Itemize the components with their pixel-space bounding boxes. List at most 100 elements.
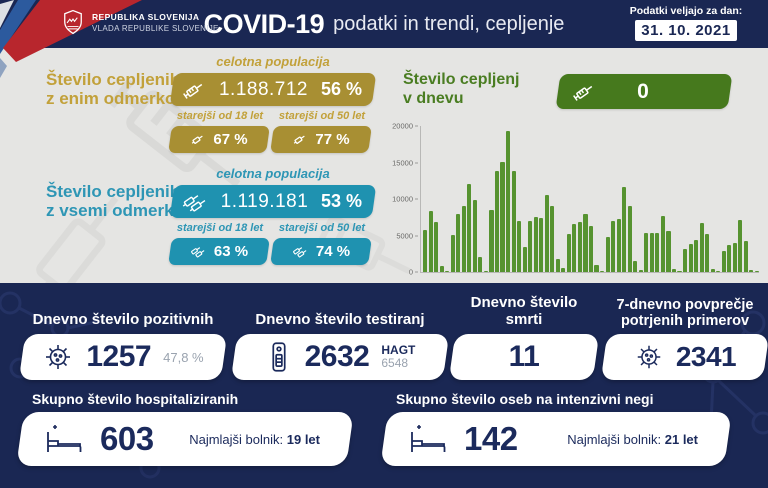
- all-doses-age18-percent: 63 %: [213, 243, 249, 260]
- one-dose-age18-badge: 67 %: [168, 126, 270, 153]
- hospital-bed-icon: [44, 422, 84, 456]
- all-doses-label-line2: z vsemi odmerki: [46, 201, 179, 221]
- chart-bar: [699, 223, 704, 272]
- chart-bar: [671, 269, 677, 272]
- chart-bar: [423, 229, 428, 272]
- one-dose-label-line1: Število cepljenih: [46, 70, 181, 89]
- chart-bar: [583, 213, 588, 272]
- chart-bar: [539, 217, 544, 272]
- daily-vaccinations-label: Število cepljenj v dnevu: [403, 70, 519, 108]
- virus-icon: [42, 341, 74, 373]
- antigen-test-icon: [265, 341, 293, 373]
- icu-card: Skupno število oseb na intenzivni negi 1…: [380, 391, 732, 466]
- logo-line2: VLADA REPUBLIKE SLOVENIJE: [92, 23, 219, 33]
- stat-title: Dnevno število testiranj: [255, 311, 425, 329]
- chart-bar: [710, 269, 715, 272]
- daily-vaccinations-badge: 0: [555, 74, 733, 109]
- one-dose-population-label: celotna populacija: [216, 54, 330, 69]
- chart-bar: [561, 267, 566, 272]
- chart-bar: [555, 258, 560, 272]
- note-label: Najmlajši bolnik:: [189, 431, 284, 447]
- hospitalized-title: Skupno število hospitaliziranih: [32, 391, 239, 407]
- all-doses-age50-badge: 74 %: [270, 238, 372, 265]
- chart-bar: [489, 209, 494, 272]
- chart-bar: [472, 199, 477, 272]
- stat-value: 2341: [675, 341, 737, 372]
- chart-bar: [611, 220, 616, 272]
- stat-value: 2632: [304, 340, 370, 373]
- chart-bar: [500, 161, 505, 272]
- double-syringe-icon: [292, 244, 308, 259]
- stat-card-daily-positives: Dnevno število pozitivnih 1257 47,8 %: [18, 297, 228, 380]
- stat-secondary-percent: 47,8 %: [163, 349, 204, 365]
- all-doses-population-label: celotna populacija: [216, 166, 330, 181]
- one-dose-count: 1.188.712: [218, 78, 308, 100]
- chart-bar: [566, 234, 571, 272]
- page-title-sub: podatki in trendi, cepljenje: [333, 12, 565, 35]
- double-syringe-icon: [182, 190, 208, 214]
- daily-vaccinations-value: 0: [637, 79, 649, 103]
- chart-y-tick: 20000: [388, 122, 418, 131]
- syringe-icon: [182, 78, 206, 102]
- chart-bar: [638, 269, 643, 272]
- hospitalized-card: Skupno število hospitaliziranih 603 Najm…: [16, 391, 354, 466]
- all-doses-age18-label: starejši od 18 let: [176, 222, 264, 234]
- chart-bar: [754, 270, 760, 272]
- chart-bar: [605, 236, 610, 272]
- all-doses-count: 1.119.181: [220, 190, 309, 212]
- chart-bar: [649, 232, 654, 272]
- chart-bar: [716, 270, 721, 272]
- stat-value-card: 2632 HAGT 6548: [230, 334, 450, 380]
- chart-bar: [688, 244, 693, 272]
- icu-note: Najmlajši bolnik: 21 let: [567, 432, 698, 447]
- double-syringe-icon: [190, 244, 206, 259]
- chart-bar: [517, 220, 522, 272]
- one-dose-age50-badge: 77 %: [270, 126, 372, 153]
- chart-bar: [478, 257, 483, 272]
- chart-bar: [616, 219, 621, 272]
- chart-bar: [644, 232, 649, 272]
- hospitalized-value-card: 603 Najmlajši bolnik: 19 let: [16, 412, 354, 466]
- chart-bar: [505, 131, 511, 272]
- one-dose-label-line2: z enim odmerkom: [46, 89, 191, 109]
- chart-bar: [544, 195, 549, 272]
- all-doses-age50-percent: 74 %: [315, 243, 351, 260]
- chart-bar: [705, 234, 710, 272]
- hospitalized-note: Najmlajši bolnik: 19 let: [189, 432, 320, 447]
- stat-card-daily-tests: Dnevno število testiranj 2632 HAGT: [230, 297, 450, 380]
- syringe-icon: [572, 80, 596, 104]
- daily-vaccinations-chart: [420, 126, 760, 273]
- chart-bar: [738, 220, 743, 272]
- virus-icon: [634, 342, 664, 372]
- chart-bar: [588, 226, 594, 272]
- chart-bar: [456, 214, 461, 272]
- chart-bar: [622, 187, 627, 272]
- chart-bar: [600, 270, 605, 272]
- chart-y-tick: 5000: [388, 231, 418, 240]
- page-title-main: COVID-19: [203, 8, 325, 39]
- daily-statistics-section: Dnevno število pozitivnih 1257 47,8 %: [0, 283, 768, 488]
- chart-bar: [461, 205, 466, 272]
- note-value: 19 let: [286, 431, 320, 447]
- one-dose-age50-label: starejši od 50 let: [278, 110, 366, 122]
- stat-title: 7-dnevno povprečje potrjenih primerov: [616, 296, 754, 329]
- chart-bar: [577, 222, 583, 272]
- vaccination-chart-bars: [423, 126, 760, 272]
- one-dose-age50-percent: 77 %: [315, 131, 350, 148]
- one-dose-label: Število cepljenih z enim odmerkom: [46, 70, 191, 108]
- chart-bar: [627, 205, 632, 272]
- all-doses-percent: 53 %: [320, 191, 362, 211]
- daily-vaccinations-label-line2: v dnevu: [403, 90, 464, 108]
- chart-bar: [494, 171, 500, 272]
- chart-bar: [677, 270, 682, 272]
- page-title: COVID-19 podatki in trendi, cepljenje: [150, 0, 618, 48]
- note-label: Najmlajši bolnik:: [567, 431, 662, 447]
- one-dose-age18-percent: 67 %: [213, 131, 248, 148]
- date-label: Podatki veljajo za dan:: [629, 5, 743, 17]
- data-date-block: Podatki veljajo za dan: 31. 10. 2021: [618, 5, 754, 41]
- stat-title: Dnevno število pozitivnih: [32, 311, 214, 329]
- one-dose-age18-label: starejši od 18 let: [176, 110, 264, 122]
- chart-bar: [655, 233, 660, 272]
- chart-bar: [727, 245, 732, 272]
